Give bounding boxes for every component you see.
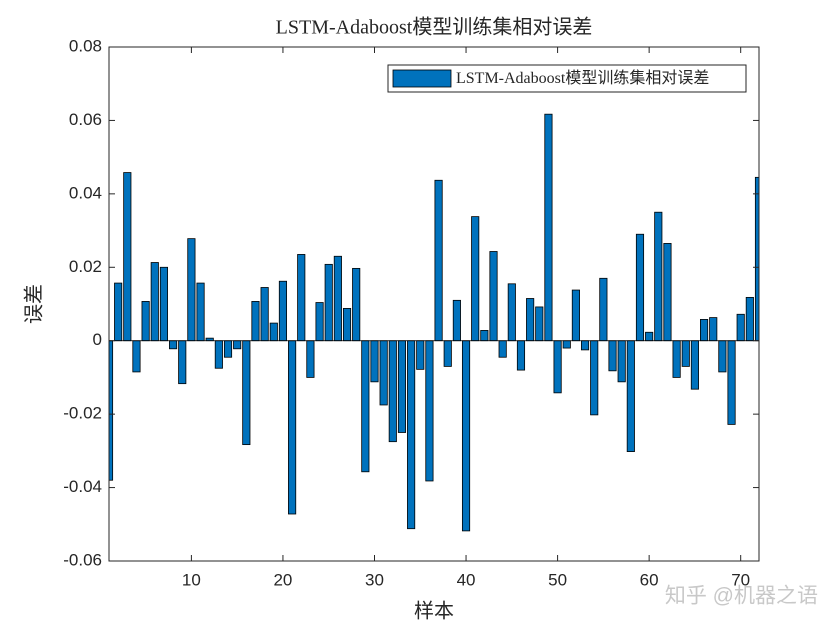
x-tick-label: 50: [548, 570, 567, 589]
x-tick-label: 60: [640, 570, 659, 589]
bar: [297, 254, 306, 342]
bar: [352, 267, 361, 342]
bar: [214, 340, 223, 369]
axes-box: [108, 46, 760, 562]
bar: [562, 340, 571, 349]
bar: [233, 340, 242, 350]
bar: [471, 216, 480, 342]
chart-title: LSTM-Adaboost模型训练集相对误差: [276, 16, 593, 39]
legend-label: LSTM-Adaboost模型训练集相对误差: [456, 69, 709, 87]
bar: [727, 340, 736, 425]
x-tick-label: 30: [365, 570, 384, 589]
bar: [580, 340, 590, 351]
bars: [109, 113, 759, 532]
bar: [617, 340, 626, 383]
bar: [132, 340, 141, 373]
bar: [507, 283, 516, 342]
bar: [315, 302, 324, 342]
bar: [388, 340, 397, 443]
bar: [269, 322, 278, 342]
y-tick-label: 0.02: [69, 257, 102, 276]
bar: [672, 340, 681, 378]
bar: [333, 255, 342, 342]
bar: [114, 282, 123, 342]
bar: [443, 340, 452, 367]
bar: [571, 289, 580, 342]
bar: [159, 266, 168, 342]
x-tick-label: 70: [731, 570, 750, 589]
bar: [196, 282, 205, 342]
bar: [718, 340, 727, 373]
bar: [407, 340, 416, 530]
bar: [223, 340, 233, 358]
bar: [260, 287, 269, 342]
bar: [169, 340, 178, 350]
y-tick-label: 0.08: [69, 36, 102, 55]
y-tick-label: -0.04: [63, 477, 102, 496]
x-tick-label: 40: [457, 570, 476, 589]
x-tick-label: 20: [273, 570, 292, 589]
bar: [342, 308, 352, 342]
bar: [535, 306, 544, 342]
bar: [370, 340, 379, 383]
bar: [635, 233, 645, 342]
bar: [626, 340, 635, 452]
bar: [544, 113, 553, 342]
y-tick-label: -0.02: [63, 404, 102, 423]
bar: [489, 251, 498, 342]
y-tick-label: -0.06: [63, 550, 102, 569]
x-tick-label: 10: [182, 570, 201, 589]
bar: [461, 340, 471, 532]
bar: [608, 340, 617, 372]
bar: [480, 330, 489, 342]
x-axis-label: 样本: [414, 600, 454, 623]
bar: [452, 299, 461, 342]
bar: [599, 277, 608, 342]
bar: [379, 340, 388, 406]
bar: [306, 340, 315, 378]
bar: [654, 211, 663, 342]
bar: [425, 340, 434, 482]
bar: [516, 340, 526, 371]
bar: [690, 340, 699, 390]
bar: [187, 238, 196, 342]
bar: [700, 319, 709, 342]
bar: [645, 331, 654, 342]
bar: [141, 301, 150, 342]
y-axis-label: 误差: [23, 284, 46, 324]
bar: [526, 298, 535, 342]
bar: [288, 340, 297, 515]
bar: [109, 340, 114, 481]
bar: [681, 340, 690, 367]
bar: [397, 340, 407, 433]
bar: [278, 280, 288, 342]
bar: [251, 301, 260, 342]
bar: [361, 340, 370, 473]
bar: [178, 340, 187, 385]
y-tick-label: 0.06: [69, 110, 102, 129]
bar: [590, 340, 599, 416]
plot-area: [109, 47, 759, 561]
bar: [242, 340, 251, 446]
bar: [736, 313, 745, 342]
bar: [553, 340, 562, 394]
bar: [150, 262, 159, 342]
bar: [416, 340, 425, 370]
bar: [123, 172, 132, 342]
y-tick-label: 0: [93, 330, 102, 349]
bar: [324, 263, 333, 342]
bar: [434, 179, 443, 342]
y-tick-label: 0.04: [69, 183, 102, 202]
legend-swatch: [392, 69, 452, 88]
bar: [709, 317, 718, 342]
bar: [663, 243, 672, 342]
bar: [498, 340, 507, 358]
watermark: 知乎 @机器之语: [665, 585, 818, 608]
bar: [745, 296, 754, 342]
